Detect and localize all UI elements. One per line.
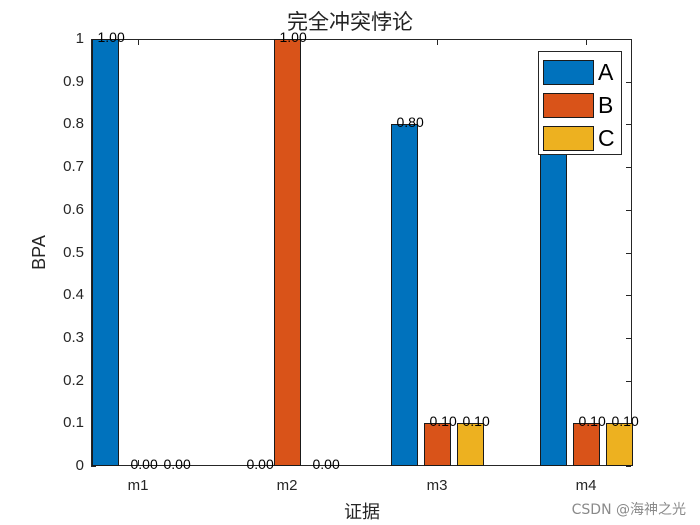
x-tick-label: m2 [276, 477, 298, 494]
watermark: CSDN @海神之光 [571, 502, 686, 518]
bar-m3-A [390, 124, 418, 466]
data-label: 1.00 [279, 29, 307, 45]
x-tick-label: m4 [575, 477, 597, 494]
data-label: 0.00 [163, 456, 191, 472]
legend-item-A: A [543, 59, 613, 86]
data-label: 1.00 [97, 29, 125, 45]
x-tick-top [437, 40, 438, 45]
bar-m1-A [91, 39, 119, 466]
legend-item-B: B [543, 92, 613, 119]
y-tick-label: 0.7 [63, 158, 84, 176]
bar-m3-B [423, 423, 451, 466]
bar-m3-C [456, 423, 484, 466]
legend-item-C: C [543, 125, 615, 152]
data-label: 0.00 [246, 456, 274, 472]
data-label: 0.10 [429, 413, 457, 430]
y-tick-right [626, 252, 631, 254]
y-tick-right [626, 337, 631, 339]
y-tick-left [91, 466, 96, 467]
x-tick-top [138, 40, 139, 45]
bar-m2-B [273, 39, 301, 466]
x-tick-top [586, 40, 587, 45]
legend-swatch [543, 93, 594, 118]
y-tick-right [626, 209, 631, 211]
x-tick-bottom [138, 460, 139, 465]
data-label: 0.10 [611, 413, 639, 430]
y-tick-label: 0.3 [63, 328, 84, 346]
y-tick-label: 0.1 [63, 414, 84, 432]
x-tick-label: m3 [426, 477, 448, 494]
y-tick-right [626, 295, 631, 297]
y-tick-label: 0.5 [63, 243, 84, 261]
legend-label: B [598, 92, 614, 118]
y-tick-label: 0.8 [63, 115, 84, 133]
y-tick-label: 0.4 [63, 286, 84, 304]
y-tick-label: 0 [75, 457, 84, 474]
data-label: 0.00 [130, 456, 158, 472]
x-axis-label: 证据 [344, 502, 380, 523]
y-tick-right [626, 466, 631, 467]
y-tick-right [626, 81, 631, 83]
y-tick-label: 0.9 [63, 72, 84, 90]
y-tick-right [626, 167, 631, 169]
data-label: 0.00 [312, 456, 340, 472]
chart-title: 完全冲突悖论 [287, 10, 413, 34]
y-axis-label: BPA [28, 235, 49, 270]
y-tick-label: 0.2 [63, 371, 84, 389]
data-label: 0.10 [578, 413, 606, 430]
bar-m4-B [572, 423, 600, 466]
x-tick-label: m1 [127, 477, 149, 494]
y-tick-right [626, 380, 631, 382]
legend-swatch [543, 60, 594, 85]
legend-label: A [598, 59, 614, 85]
legend-label: C [598, 125, 615, 151]
bar-m4-A [539, 124, 567, 466]
legend-swatch [543, 126, 594, 151]
y-tick-right [626, 39, 631, 40]
bar-m4-C [605, 423, 633, 466]
y-tick-label: 1 [75, 30, 84, 47]
data-label: 0.80 [396, 114, 424, 131]
y-tick-right [626, 124, 631, 126]
y-tick-label: 0.6 [63, 200, 84, 218]
data-label: 0.10 [462, 413, 490, 430]
